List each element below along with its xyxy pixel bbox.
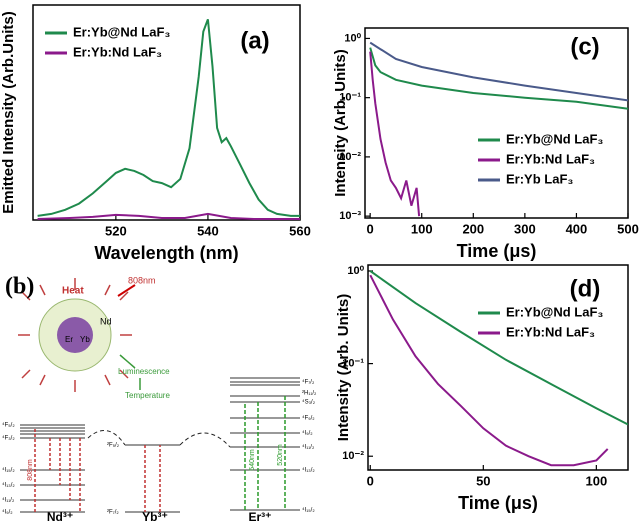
y-tick-label: 10⁰ xyxy=(344,32,361,44)
legend-label: Er:Yb:Nd LaF₃ xyxy=(73,44,162,59)
legend-label: Er:Yb@Nd LaF₃ xyxy=(73,24,170,39)
diagram-text: Nd³⁺ xyxy=(47,510,73,524)
x-tick-label: 200 xyxy=(462,221,484,236)
series-line xyxy=(369,51,421,217)
x-tick-label: 500 xyxy=(617,221,639,236)
diagram-text: ⁴I₉/₂ xyxy=(2,509,13,516)
yb-transitions xyxy=(144,445,161,512)
diagram-text: ⁴I₁₃/₂ xyxy=(2,482,15,489)
x-tick-label: 0 xyxy=(367,473,374,488)
plot-frame xyxy=(364,27,629,219)
diagram-text: ⁴S₃/₂ xyxy=(302,399,316,406)
diagram-text: ⁴F₉/₂ xyxy=(302,415,315,422)
yb-level-lines xyxy=(125,444,180,513)
diagram-text: 808nm xyxy=(128,275,156,285)
x-tick-label: 540 xyxy=(197,223,219,238)
y-axis-label: Intensity (Arb. Units) xyxy=(332,49,349,197)
diagram-text: ⁴F₅/₂ xyxy=(2,422,15,429)
transfer-arrows xyxy=(87,430,231,448)
panel-label: (c) xyxy=(570,33,599,60)
diagram-text: ⁴F₇/₂ xyxy=(302,379,315,386)
diagram-text: 520nm xyxy=(277,444,284,466)
y-axis-label: Intensity (Arb. Units) xyxy=(335,294,352,442)
legend-label: Er:Yb@Nd LaF₃ xyxy=(506,304,603,319)
plot-frame xyxy=(367,264,629,471)
nd-transitions xyxy=(34,428,81,512)
diagram-text: 540nm xyxy=(249,449,256,471)
series-line xyxy=(369,274,609,467)
heat-rays xyxy=(18,278,132,392)
diagram-text: ⁴I₁₁/₂ xyxy=(2,497,15,504)
diagram-text: Luminescence xyxy=(118,367,170,376)
x-tick-label: 100 xyxy=(411,221,433,236)
x-tick-label: 300 xyxy=(514,221,536,236)
laser-arrow xyxy=(117,284,136,297)
series-line xyxy=(37,212,300,220)
energy-levels xyxy=(20,377,300,513)
x-tick-label: 100 xyxy=(585,473,607,488)
panel-label: (a) xyxy=(240,27,269,54)
y-tick-label: 10⁰ xyxy=(347,265,364,277)
y-tick-label: 10⁻² xyxy=(342,450,364,462)
diagram-text: (b) xyxy=(5,274,34,300)
legend-label: Er:Yb:Nd LaF₃ xyxy=(506,151,595,166)
nanoparticle xyxy=(18,278,141,392)
diagram-text: Nd xyxy=(100,316,112,326)
x-tick-label: 520 xyxy=(105,223,127,238)
x-tick-label: 400 xyxy=(566,221,588,236)
plot-frame xyxy=(32,4,301,221)
er-transitions xyxy=(244,396,286,510)
diagram-text: ²H₁₁/₂ xyxy=(302,391,317,397)
diagram-text: Er xyxy=(65,335,73,344)
y-tick-label: 10⁻³ xyxy=(339,210,361,222)
series-line xyxy=(37,18,300,217)
y-tick-label: 10⁻¹ xyxy=(342,358,364,370)
diagram-text: Er³⁺ xyxy=(248,510,271,524)
diagram-text: ²F₇/₂ xyxy=(107,510,119,516)
diagram-text: Temperature xyxy=(125,391,170,400)
x-tick-label: 50 xyxy=(476,473,490,488)
panel-label: (d) xyxy=(570,275,601,302)
diagram-text: Heat xyxy=(62,286,84,297)
core xyxy=(57,317,93,353)
y-axis-label: Emitted Intensity (Arb.Units) xyxy=(0,11,17,214)
x-tick-label: 0 xyxy=(367,221,374,236)
emission-arrow xyxy=(119,354,136,369)
diagram-text: ⁴F₃/₂ xyxy=(2,435,15,442)
x-axis-label: Wavelength (nm) xyxy=(94,243,238,263)
series-line xyxy=(369,47,628,110)
y-tick-label: 10⁻² xyxy=(339,151,361,163)
diagram-text: ⁴I₁₁/₂ xyxy=(302,444,315,451)
x-tick-label: 560 xyxy=(289,223,311,238)
series-line xyxy=(369,270,628,426)
diagram-text: 808nm xyxy=(27,459,34,481)
x-axis-label: Time (μs) xyxy=(458,493,538,513)
nd-level-lines xyxy=(20,424,85,513)
diagram-text: ⁴I₁₅/₂ xyxy=(2,467,15,474)
diagram-text: Yb xyxy=(80,335,90,344)
diagram-text: ⁴I₁₃/₂ xyxy=(302,467,315,474)
y-tick-label: 10⁻¹ xyxy=(339,92,361,104)
diagram-text: Yb³⁺ xyxy=(142,510,168,524)
diagram-text: ⁴I₁₅/₂ xyxy=(302,507,315,514)
series-line xyxy=(369,41,628,102)
legend-label: Er:Yb:Nd LaF₃ xyxy=(506,324,595,339)
legend-label: Er:Yb LaF₃ xyxy=(506,171,573,186)
legend-label: Er:Yb@Nd LaF₃ xyxy=(506,131,603,146)
diagram-text: ⁴I₉/₂ xyxy=(302,430,313,437)
diagram-text: ²F₅/₂ xyxy=(107,443,120,449)
er-level-lines xyxy=(230,377,300,511)
x-axis-label: Time (μs) xyxy=(457,241,537,261)
